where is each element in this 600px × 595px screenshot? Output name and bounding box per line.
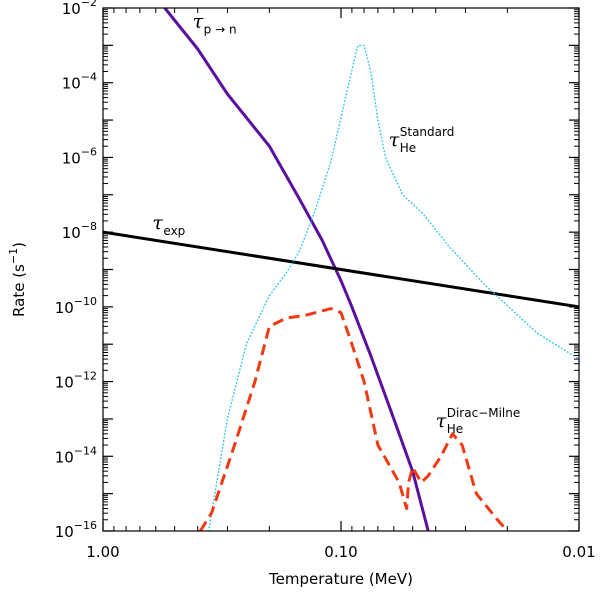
y-axis-title: Rate (s−1) — [7, 242, 28, 317]
x-axis-title: Temperature (MeV) — [268, 570, 413, 588]
labels-layer: 10−2 10−4 10−6 10−8 10−10 10−12 10−14 10−16 1.00… — [7, 0, 596, 588]
y-tick-label: 10−2 — [62, 0, 97, 18]
annotation-subscript: exp — [163, 224, 185, 238]
annotation-symbol: τ — [152, 212, 163, 234]
ticks-layer — [102, 7, 580, 532]
x-tick-label: 1.00 — [86, 543, 119, 561]
series-annotation: τ Standard He — [389, 125, 455, 155]
annotation-subscript: He — [400, 141, 416, 155]
series-line-tau_p_to_n — [163, 8, 430, 531]
annotation-subscript: He — [447, 422, 463, 436]
annotation-subscript: p → n — [204, 23, 237, 37]
series-layer — [103, 8, 579, 531]
y-tick-label: 10−12 — [55, 370, 97, 392]
annotation-symbol: τ — [389, 129, 400, 151]
y-tick-label: 10−10 — [55, 295, 97, 317]
y-tick-label: 10−4 — [62, 71, 97, 93]
x-tick-label: 0.01 — [562, 543, 595, 561]
y-tick-label: 10−6 — [62, 145, 97, 167]
series-annotation: τ exp — [152, 212, 185, 238]
series-line-tau_He_dirac_milne — [199, 307, 509, 531]
annotation-superscript: Standard — [400, 125, 455, 139]
x-tick-label: 0.10 — [324, 543, 357, 561]
y-tick-label: 10−14 — [55, 444, 97, 466]
series-annotation: τ Dirac−Milne He — [436, 406, 521, 436]
series-line-tau_exp — [103, 230, 579, 309]
series-line-tau_He_standard — [207, 44, 579, 531]
annotation-symbol: τ — [436, 410, 447, 432]
y-tick-label: 10−8 — [62, 220, 97, 242]
annotation-superscript: Dirac−Milne — [447, 406, 521, 420]
y-tick-label: 10−16 — [55, 519, 97, 541]
annotation-symbol: τ — [193, 11, 204, 33]
